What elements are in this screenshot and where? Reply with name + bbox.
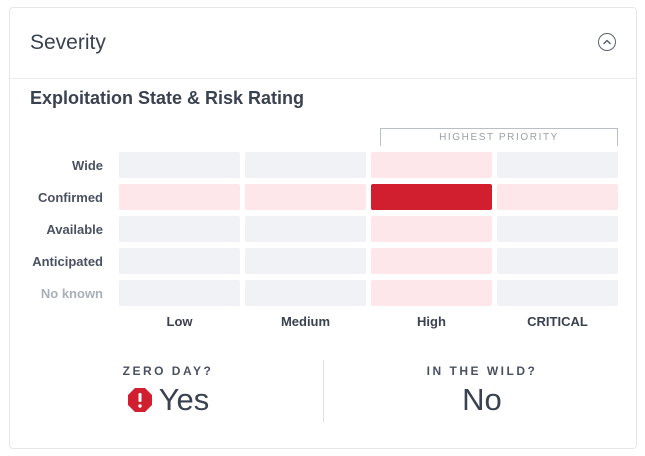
risk-cell [371,280,492,306]
in-the-wild-label: IN THE WILD? [426,364,538,378]
in-the-wild-value-text: No [462,382,502,417]
risk-cell [497,216,618,242]
risk-cell [119,216,240,242]
zero-day-value-text: Yes [158,382,210,417]
col-label-medium: Medium [280,314,331,329]
risk-cell [371,216,492,242]
risk-cell [497,184,618,210]
risk-cell [245,280,366,306]
severity-card: Severity Exploitation State & Risk Ratin… [9,7,637,449]
risk-cell [245,216,366,242]
alert-octagon-icon [127,388,152,412]
row-label-wide: Wide [72,158,103,173]
row-label-available: Available [46,222,103,237]
risk-cell [371,248,492,274]
risk-cell [245,248,366,274]
row-label-anticipated: Anticipated [32,254,103,269]
risk-cell [497,248,618,274]
in-the-wild-value: No [372,382,592,418]
highest-priority-label: HIGHEST PRIORITY [439,132,559,143]
card-header: Severity [10,8,636,79]
risk-cell [119,152,240,178]
col-label-critical: CRITICAL [527,314,588,329]
col-label-low: Low [166,314,193,329]
risk-cell [245,184,366,210]
highest-priority-bracket: HIGHEST PRIORITY [380,128,618,146]
risk-cell [119,280,240,306]
risk-cell-selected [371,184,492,210]
risk-cell [497,152,618,178]
risk-cell [371,152,492,178]
row-label-confirmed: Confirmed [38,190,103,205]
zero-day-value: Yes [58,382,278,418]
col-label-high: High [417,314,446,329]
card-title: Severity [30,31,106,54]
risk-cell [497,280,618,306]
matrix-title: Exploitation State & Risk Rating [30,88,305,108]
risk-cell [119,184,240,210]
row-label-no-known: No known [40,286,103,301]
zero-day-label: ZERO DAY? [122,364,214,378]
risk-cell [245,152,366,178]
stats-divider [323,360,324,422]
risk-cell [119,248,240,274]
chevron-up-circle-icon[interactable] [598,33,616,51]
